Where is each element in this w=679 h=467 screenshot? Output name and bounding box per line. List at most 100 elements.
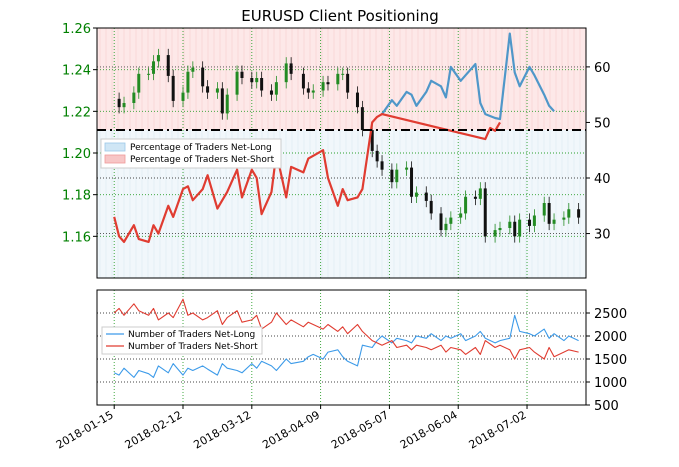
price-candle-body — [326, 82, 330, 85]
price-candle-body — [439, 213, 443, 231]
x-tick-label: 2018-04-09 — [260, 408, 322, 451]
price-candle-body — [562, 217, 566, 220]
price-candle-body — [390, 169, 394, 183]
price-candle-body — [269, 90, 273, 95]
price-candle-body — [156, 55, 160, 62]
price-candle-body — [240, 71, 244, 78]
count-tick-label: 500 — [594, 399, 619, 414]
price-candle-body — [346, 73, 350, 93]
price-candle-body — [567, 209, 571, 218]
date-axis: 2018-01-15 2018-02-12 2018-03-12 2018-04-09… — [54, 405, 529, 452]
price-tick-label: 1.18 — [62, 189, 91, 204]
price-candle-body — [532, 215, 536, 226]
legend-label-net-long: Percentage of Traders Net-Long — [130, 143, 272, 153]
price-candle-body — [255, 78, 259, 83]
price-candle-body — [235, 71, 239, 95]
price-candle-body — [311, 90, 315, 93]
price-candle-body — [306, 88, 310, 93]
price-candle-body — [508, 221, 512, 228]
price-candle-body — [250, 78, 254, 83]
top-background-upper — [97, 28, 586, 130]
price-candle-body — [215, 88, 219, 93]
price-candle-body — [498, 228, 502, 231]
bottom-panel-frame — [96, 289, 587, 406]
chart-title: EURUSD Client Positioning — [241, 7, 439, 25]
count-tick-label: 1000 — [594, 376, 627, 391]
x-tick-label: 2018-02-12 — [123, 408, 185, 451]
price-positioning-panel: 1.16 1.18 1.20 1.22 1.24 1.26 30 40 50 60 Percen… — [62, 22, 611, 279]
percentage-lines — [113, 32, 555, 243]
top-legend: Percentage of Traders Net-Long Percentag… — [100, 138, 282, 169]
price-candle-body — [220, 88, 224, 114]
legend-swatch-net-short — [104, 154, 126, 164]
percent-axis: 30 40 50 60 — [586, 61, 611, 243]
x-tick-label: 2018-06-04 — [398, 408, 460, 451]
bottom-legend: Number of Traders Net-Long Number of Tra… — [101, 326, 263, 355]
price-candle-body — [274, 82, 278, 95]
price-candle-body — [547, 203, 551, 224]
price-candles — [117, 48, 581, 243]
price-candle-body — [414, 192, 418, 197]
bottom-legend-box — [101, 326, 263, 355]
price-candle-body — [260, 78, 264, 91]
price-candle-body — [117, 98, 121, 108]
price-candle-body — [473, 196, 477, 199]
series-line-net-long-pct — [381, 32, 555, 121]
price-candle-body — [429, 200, 433, 214]
price-tick-label: 1.20 — [62, 147, 91, 162]
price-candle-body — [405, 167, 409, 170]
price-candle-body — [483, 188, 487, 237]
count-axis: 500 1000 1500 2000 2500 — [586, 307, 627, 414]
price-candle-body — [375, 150, 379, 162]
price-candle-body — [577, 209, 581, 218]
price-candle-body — [370, 130, 374, 151]
price-candle-body — [513, 221, 517, 237]
price-candle-body — [147, 73, 151, 75]
percent-tick-label: 60 — [594, 61, 611, 76]
price-candle-body — [542, 203, 546, 216]
price-candle-body — [321, 82, 325, 91]
price-candle-body — [444, 223, 448, 231]
price-candle-body — [395, 169, 399, 183]
trader-count-lines — [113, 298, 579, 378]
x-tick-label: 2018-07-02 — [467, 408, 529, 451]
price-candle-body — [171, 75, 175, 101]
top-legend-box — [100, 138, 282, 169]
count-tick-label: 2000 — [594, 330, 627, 345]
price-candle-body — [289, 63, 293, 74]
price-candle-body — [410, 167, 414, 197]
count-tick-label: 2500 — [594, 307, 627, 322]
price-candle-body — [380, 161, 384, 170]
price-candle-body — [191, 67, 195, 72]
price-candle-body — [478, 188, 482, 199]
price-candle-body — [336, 73, 340, 85]
price-tick-label: 1.22 — [62, 105, 91, 120]
price-candle-body — [122, 103, 126, 108]
price-candle-body — [527, 219, 531, 226]
price-candle-body — [459, 213, 463, 218]
price-candle-body — [341, 73, 345, 75]
percent-tick-label: 40 — [594, 172, 611, 187]
price-candle-body — [552, 219, 556, 224]
trader-count-panel: 500 1000 1500 2000 2500 Number of Traders Ne… — [96, 289, 627, 414]
price-candle-body — [518, 219, 522, 237]
x-tick-label: 2018-05-07 — [329, 408, 391, 451]
x-tick-label: 2018-01-15 — [54, 408, 116, 451]
price-axis: 1.16 1.18 1.20 1.22 1.24 1.26 — [62, 22, 97, 245]
price-tick-label: 1.24 — [62, 64, 91, 79]
price-candle-body — [181, 92, 185, 101]
price-candle-body — [225, 94, 229, 114]
price-candle-body — [424, 192, 428, 201]
price-candle-body — [301, 73, 305, 89]
x-tick-label: 2018-03-12 — [191, 408, 253, 451]
count-tick-label: 1500 — [594, 353, 627, 368]
price-candle-body — [284, 63, 288, 83]
price-tick-label: 1.16 — [62, 230, 91, 245]
price-candle-body — [449, 217, 453, 224]
series-line-net-long-count — [113, 314, 579, 378]
series-line-net-short-count — [113, 298, 579, 360]
legend-label-net-short-count: Number of Traders Net-Short — [128, 342, 258, 352]
price-candle-body — [166, 55, 170, 76]
price-candle-body — [132, 92, 136, 103]
price-candle-body — [206, 86, 210, 93]
